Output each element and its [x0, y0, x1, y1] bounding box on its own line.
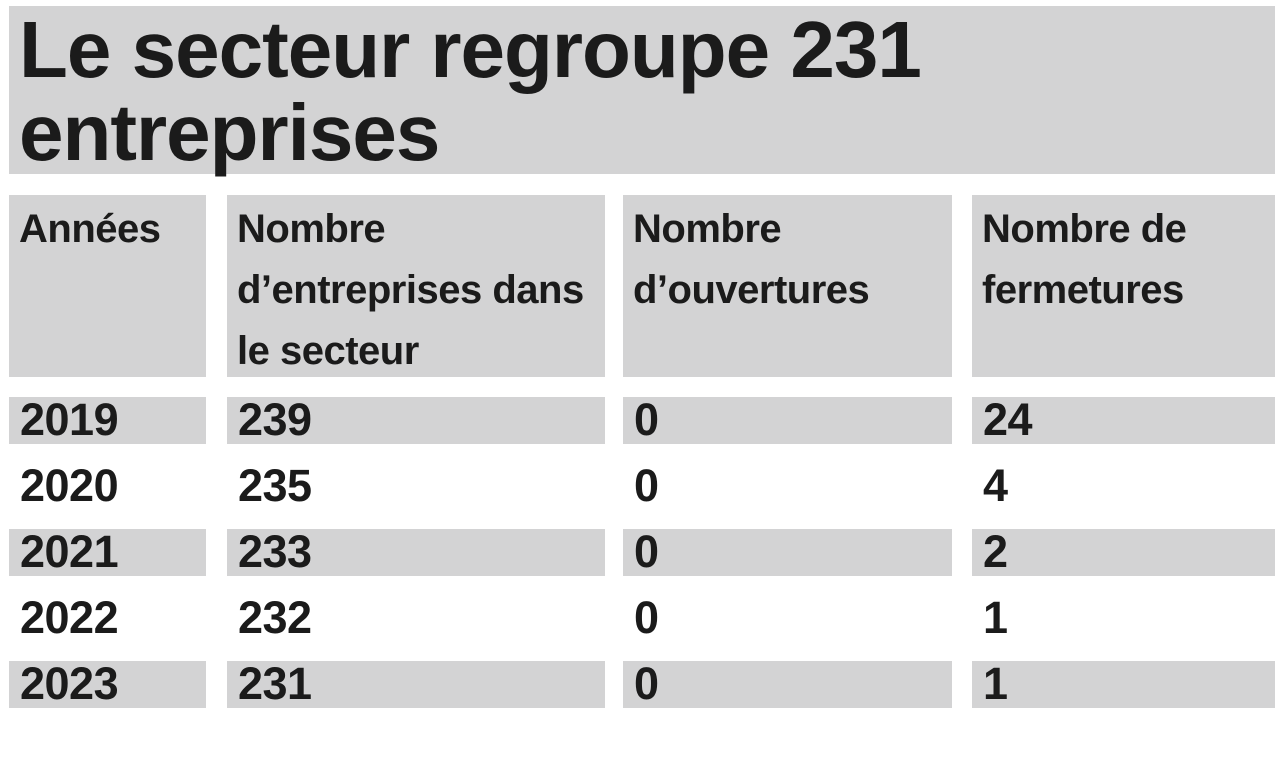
table-row-2021: 2021 233 0 2	[9, 529, 1275, 576]
fermetures-count-cell: 1	[983, 592, 1008, 643]
table-header-row: Années Nombre d’entreprises dans le sect…	[9, 195, 1275, 377]
year-cell: 2019	[9, 397, 206, 444]
fermetures-count-cell: 1	[972, 661, 1275, 708]
ouvertures-count-cell: 0	[623, 661, 952, 708]
title-line-2: entreprises	[19, 88, 440, 177]
fermetures-count-cell: 4	[983, 460, 1008, 511]
table-row-2019: 2019 239 0 24	[9, 397, 1275, 444]
title-line-1: Le secteur regroupe 231	[19, 5, 922, 94]
table-row-2023: 2023 231 0 1	[9, 661, 1275, 708]
ouvertures-count-cell: 0	[634, 460, 659, 511]
header-cell-nombre-ouvertures: Nombre d’ouvertures	[623, 195, 952, 377]
header-cell-nombre-entreprises: Nombre d’entreprises dans le secteur	[227, 195, 605, 377]
content-area: Le secteur regroupe 231 entreprises Anné…	[9, 6, 1275, 727]
header-cell-nombre-fermetures: Nombre de fermetures	[972, 195, 1275, 377]
ouvertures-count-cell: 0	[623, 397, 952, 444]
ouvertures-count-cell: 0	[634, 592, 659, 643]
ouvertures-count-cell: 0	[623, 529, 952, 576]
entreprises-count-cell: 231	[227, 661, 605, 708]
entreprises-count-cell: 235	[238, 460, 312, 511]
entreprises-count-cell: 239	[227, 397, 605, 444]
fermetures-count-cell: 24	[972, 397, 1275, 444]
entreprises-count-cell: 233	[227, 529, 605, 576]
title-banner: Le secteur regroupe 231 entreprises	[9, 6, 1275, 174]
year-cell: 2022	[20, 592, 119, 643]
table-row-2022: 2022 232 0 1	[9, 595, 1275, 642]
year-cell: 2023	[9, 661, 206, 708]
fermetures-count-cell: 2	[972, 529, 1275, 576]
year-cell: 2021	[9, 529, 206, 576]
entreprises-count-cell: 232	[238, 592, 312, 643]
year-cell: 2020	[20, 460, 119, 511]
header-cell-annees: Années	[9, 195, 206, 377]
table-row-2020: 2020 235 0 4	[9, 463, 1275, 510]
